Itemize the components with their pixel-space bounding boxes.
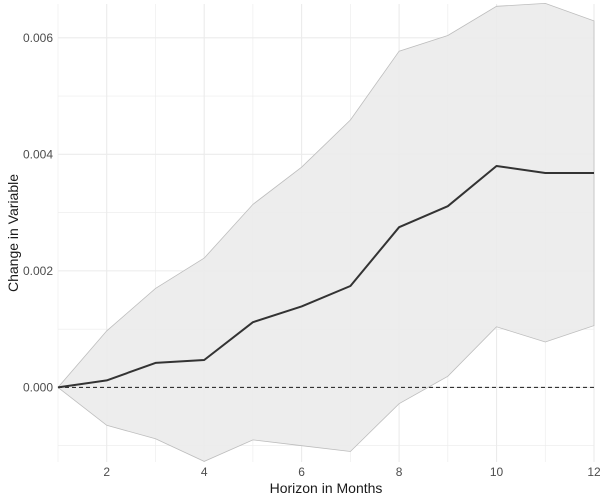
x-tick-label: 12: [587, 465, 600, 479]
y-axis-title: Change in Variable: [5, 174, 21, 292]
x-tick-label: 10: [490, 465, 504, 479]
x-axis-tick-labels: 2 4 6 8 10 12: [103, 465, 600, 479]
y-tick-label: 0.006: [23, 31, 53, 45]
y-axis-tick-labels: 0.000 0.002 0.004 0.006: [23, 31, 53, 395]
x-tick-label: 6: [298, 465, 305, 479]
x-axis-title: Horizon in Months: [270, 480, 383, 496]
x-tick-label: 4: [201, 465, 208, 479]
x-tick-label: 2: [103, 465, 110, 479]
series-line: [57, 165, 594, 389]
y-tick-label: 0.002: [23, 264, 53, 278]
confidence-band: [57, 2, 595, 462]
y-tick-label: 0.000: [23, 380, 53, 394]
x-tick-label: 8: [396, 465, 403, 479]
y-tick-label: 0.004: [23, 147, 53, 161]
